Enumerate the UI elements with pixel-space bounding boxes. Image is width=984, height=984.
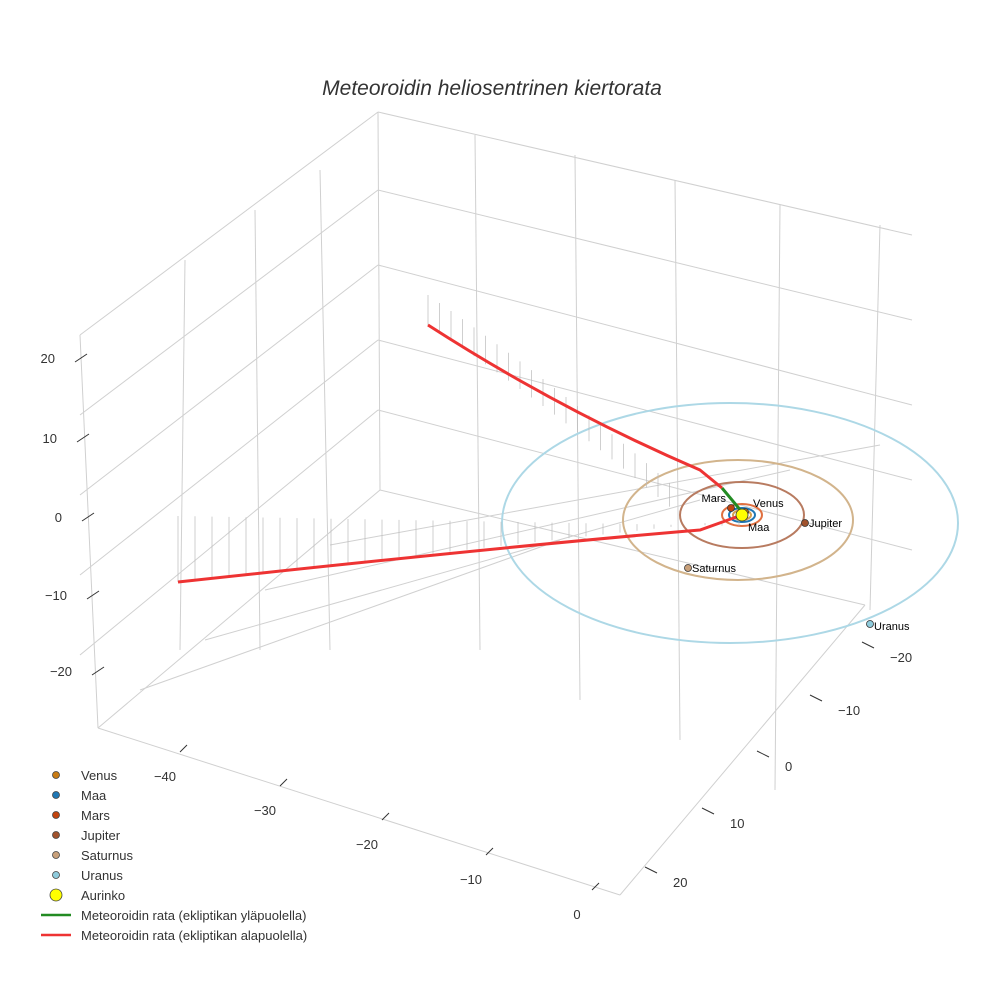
planet-markers[interactable]: Venus Maa Mars Jupiter Saturnus Uranus [684, 493, 910, 633]
planet-label: Venus [753, 498, 784, 510]
legend-marker-maa [52, 791, 60, 799]
grid-line [79, 111, 379, 336]
grid-line [139, 539, 561, 691]
grid-line [377, 189, 913, 321]
axis-ticks: 20 10 0 −10 −20 −40 −30 −20 −10 0 −20 −10 0 10 20 [41, 351, 913, 922]
x-tick-label: −10 [460, 872, 482, 887]
y-tick-label: 0 [785, 759, 792, 774]
grid-line [379, 489, 866, 606]
tick-mark [701, 807, 715, 815]
legend-label: Saturnus [81, 848, 134, 863]
grid-line [377, 111, 913, 236]
legend-label: Meteoroidin rata (ekliptikan yläpuolella… [81, 908, 306, 923]
legend-label: Maa [81, 788, 107, 803]
grid-line [869, 224, 881, 611]
grid-line [377, 339, 913, 481]
orbits [501, 402, 959, 644]
grid-line [254, 209, 261, 651]
legend-label: Mars [81, 808, 110, 823]
planet-uranus [866, 620, 874, 628]
legend-marker-uranus [52, 871, 60, 879]
y-tick-label: −10 [838, 703, 860, 718]
tick-mark [74, 353, 88, 363]
planet-label: Saturnus [692, 563, 737, 575]
y-tick-label: −20 [890, 650, 912, 665]
tick-mark [809, 694, 823, 702]
planet-aurinko [735, 508, 749, 522]
planet-mars [727, 504, 735, 512]
z-tick-label: 0 [55, 510, 62, 525]
tick-mark [756, 750, 770, 758]
tick-mark [861, 641, 875, 649]
z-tick-label: 10 [43, 431, 57, 446]
grid-line [474, 134, 481, 651]
chart-title: Meteoroidin heliosentrinen kiertorata [322, 77, 662, 100]
z-tick-label: −20 [50, 664, 72, 679]
legend-marker-saturnus [52, 851, 60, 859]
orbit-mars [721, 503, 763, 527]
x-tick-label: −20 [356, 837, 378, 852]
orbit-uranus [501, 402, 959, 644]
y-tick-label: 10 [730, 816, 744, 831]
trajectory-below-ecliptic [177, 513, 743, 584]
grid-line [319, 169, 331, 651]
x-tick-label: −40 [154, 769, 176, 784]
tick-mark [76, 433, 90, 443]
grid-line [97, 727, 621, 896]
legend-label: Aurinko [81, 888, 125, 903]
legend-label: Meteoroidin rata (ekliptikan alapuolella… [81, 928, 307, 943]
grid-line [377, 409, 913, 551]
planet-jupiter [801, 519, 809, 527]
tick-mark [279, 778, 288, 787]
grid-line [619, 604, 866, 896]
tick-mark [86, 590, 100, 600]
grid-line [377, 111, 381, 491]
planet-label: Uranus [874, 621, 910, 633]
orbit-maa [728, 507, 756, 523]
grid-line [97, 489, 381, 729]
legend[interactable]: Venus Maa Mars Jupiter Saturnus Uranus Aurinko… [41, 768, 307, 943]
legend-marker-aurinko [49, 888, 63, 902]
grid-box [79, 111, 913, 896]
legend-marker-jupiter [52, 831, 60, 839]
tick-mark [81, 512, 95, 522]
trajectory [177, 323, 744, 584]
grid-line [329, 444, 881, 546]
legend-label: Uranus [81, 868, 123, 883]
legend-label: Venus [81, 768, 118, 783]
grid-line [79, 334, 99, 729]
grid-line [79, 339, 379, 576]
orbit-saturnus [622, 459, 854, 581]
grid-line [204, 499, 701, 641]
planet-saturnus [684, 564, 692, 572]
grid-line [377, 264, 913, 406]
grid-line [179, 259, 186, 651]
tick-mark [485, 847, 494, 856]
tick-mark [179, 744, 188, 753]
legend-marker-venus [52, 771, 60, 779]
z-tick-label: 20 [41, 351, 55, 366]
tick-mark [591, 882, 600, 891]
planet-label: Maa [748, 522, 770, 534]
legend-marker-mars [52, 811, 60, 819]
orbit-jupiter [679, 481, 805, 549]
grid-line [79, 189, 379, 416]
trajectory-upper-red [427, 323, 723, 490]
grid-line [79, 264, 379, 496]
trajectory-above-ecliptic [720, 487, 744, 513]
x-tick-label: −30 [254, 803, 276, 818]
legend-label: Jupiter [81, 828, 121, 843]
planet-label: Mars [702, 493, 727, 505]
y-tick-label: 20 [673, 875, 687, 890]
x-tick-label: 0 [573, 907, 580, 922]
z-tick-label: −10 [45, 588, 67, 603]
planet-label: Jupiter [809, 518, 842, 530]
tick-mark [91, 666, 105, 676]
tick-mark [381, 812, 390, 821]
tick-mark [644, 866, 658, 874]
grid-line [774, 204, 781, 791]
